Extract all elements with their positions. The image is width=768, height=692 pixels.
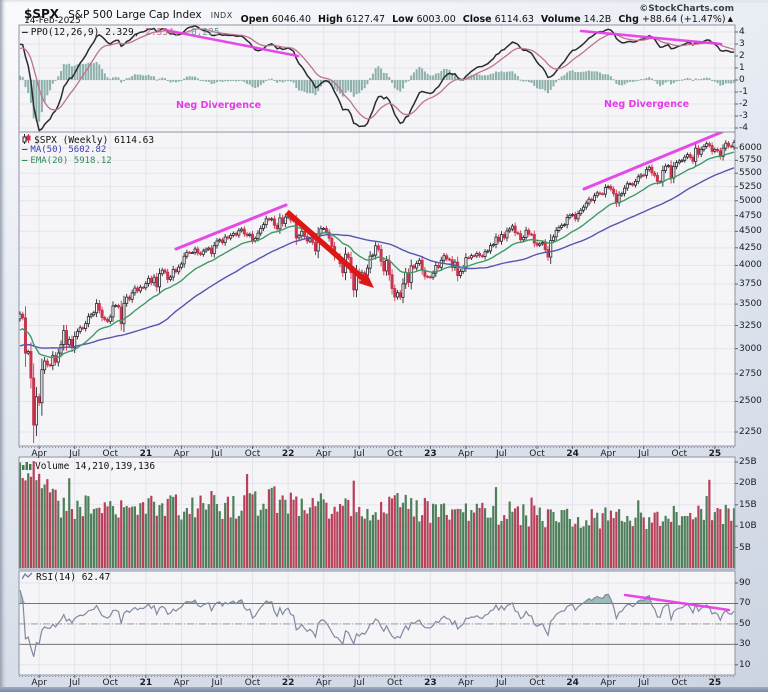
bottom-frame-strip [0,687,768,692]
copyright-link[interactable]: ©StockCharts.com [639,4,734,14]
ma50-legend: — MA(50) 5602.82 [22,145,106,156]
rsi-legend-text: RSI(14) 62.47 [36,572,111,583]
line-icon: — [22,145,28,155]
candlestick-icon [22,134,31,144]
quote-value: 6127.47 [345,14,386,25]
chart-date: 14-Feb-2025 [24,16,81,26]
ppo-hist-value: -0.225 [185,27,220,38]
index-name: S&P 500 Large Cap Index [68,9,202,21]
quote-value: 14.2B [583,14,612,25]
chart-title: $SPX S&P 500 Large Cap Index INDX [24,3,233,22]
exchange-label: INDX [210,11,233,20]
ppo-label: PPO(12,26,9) [30,27,100,38]
volume-panel [19,461,735,568]
quote-label: Volume [540,14,581,25]
ema20-legend-text: EMA(20) 5918.12 [30,156,112,166]
quote-value: +88.64 (+1.47%) [641,14,726,25]
price-panel [19,132,735,444]
volume-legend: Volume 14,210,139,136 [22,461,155,472]
ppo-signal-value: 2.554, [145,27,180,38]
rsi-line-icon [22,572,33,580]
ppo-panel [19,25,735,132]
line-icon: — [22,156,28,166]
ma50-legend-text: MA(50) 5602.82 [30,145,107,155]
price-legend: $SPX (Weekly) 6114.63 [22,134,154,146]
quote-row: Open 6046.40 High 6127.47 Low 6003.00 Close 611… [234,14,733,25]
line-icon: — [22,27,28,38]
quote-label: High [318,14,343,25]
price-legend-text: $SPX (Weekly) 6114.63 [34,135,155,146]
panel-borders [18,24,738,678]
ema20-legend: — EMA(20) 5918.12 [22,156,112,167]
quote-label: Low [392,14,414,25]
rsi-panel [19,589,735,657]
volume-bars-icon [22,462,32,470]
quote-value: 6046.40 [271,14,312,25]
quote-value: 6003.00 [416,14,456,25]
volume-legend-text: Volume 14,210,139,136 [35,461,156,472]
symbol: $SPX [24,7,60,21]
quote-label: Close [462,14,492,25]
ppo-legend: — PPO(12,26,9) 2.329, 2.554, -0.225 [22,27,220,38]
quote-label: Open [240,14,269,25]
quote-value: 6114.63 [494,14,534,25]
quote-label: Chg [618,14,639,25]
rsi-legend: RSI(14) 62.47 [22,572,110,583]
change-up-arrow-icon: ▲ [727,15,733,23]
ppo-value: 2.329, [105,27,140,38]
